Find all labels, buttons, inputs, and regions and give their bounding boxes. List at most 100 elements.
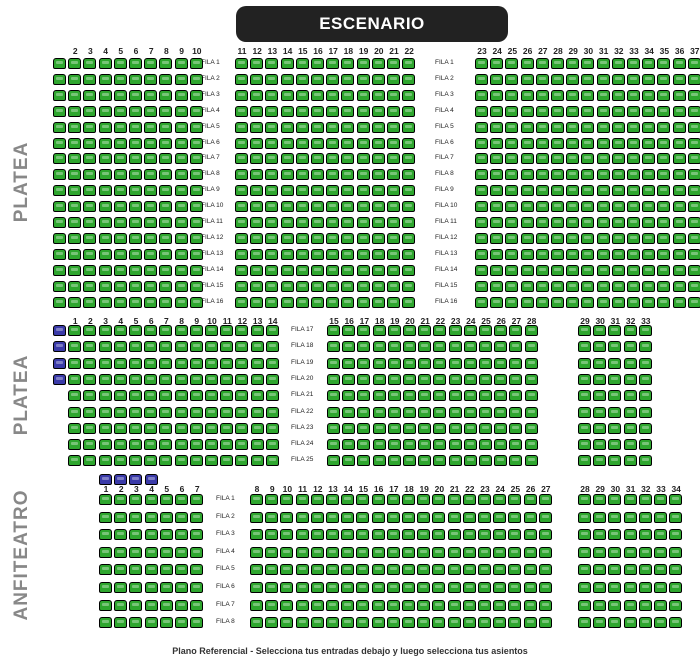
seat-available[interactable] bbox=[505, 280, 519, 292]
seat-available[interactable] bbox=[494, 390, 508, 402]
seat-available[interactable] bbox=[535, 185, 549, 197]
seat-available[interactable] bbox=[83, 73, 97, 85]
seat-available[interactable] bbox=[463, 325, 477, 336]
seat-available[interactable] bbox=[478, 599, 491, 611]
seat-available[interactable] bbox=[490, 153, 504, 165]
seat-available[interactable] bbox=[295, 280, 309, 292]
seat-available[interactable] bbox=[523, 511, 537, 523]
seat-available[interactable] bbox=[83, 390, 97, 402]
seat-available[interactable] bbox=[596, 201, 610, 213]
seat-available[interactable] bbox=[356, 529, 370, 541]
seat-available[interactable] bbox=[174, 121, 188, 133]
seat-available[interactable] bbox=[265, 137, 279, 149]
seat-available[interactable] bbox=[462, 617, 476, 629]
seat-available[interactable] bbox=[490, 73, 504, 85]
seat-available[interactable] bbox=[250, 599, 263, 611]
seat-available[interactable] bbox=[342, 357, 356, 369]
seat-available[interactable] bbox=[608, 599, 622, 611]
seat-available[interactable] bbox=[611, 105, 625, 117]
seat-available[interactable] bbox=[356, 121, 370, 133]
seat-available[interactable] bbox=[113, 422, 127, 434]
seat-available[interactable] bbox=[494, 373, 508, 385]
seat-available[interactable] bbox=[295, 201, 309, 213]
seat-available[interactable] bbox=[83, 121, 97, 133]
seat-available[interactable] bbox=[463, 439, 477, 451]
seat-available[interactable] bbox=[144, 564, 158, 576]
seat-available[interactable] bbox=[159, 564, 173, 576]
seat-available[interactable] bbox=[627, 280, 640, 292]
seat-available[interactable] bbox=[295, 582, 309, 593]
seat-available[interactable] bbox=[566, 248, 580, 260]
seat-available[interactable] bbox=[144, 185, 158, 197]
seat-available[interactable] bbox=[113, 217, 127, 228]
seat-available[interactable] bbox=[326, 546, 339, 558]
seat-available[interactable] bbox=[129, 280, 142, 292]
seat-available[interactable] bbox=[578, 511, 591, 523]
seat-available[interactable] bbox=[505, 121, 519, 133]
seat-available[interactable] bbox=[538, 546, 552, 558]
seat-available[interactable] bbox=[250, 582, 263, 593]
seat-available[interactable] bbox=[475, 137, 488, 149]
seat-available[interactable] bbox=[593, 390, 607, 402]
seat-available[interactable] bbox=[418, 390, 432, 402]
seat-available[interactable] bbox=[402, 599, 415, 611]
seat-available[interactable] bbox=[68, 217, 82, 228]
seat-available[interactable] bbox=[657, 58, 671, 69]
seat-available[interactable] bbox=[551, 296, 564, 308]
seat-available[interactable] bbox=[311, 121, 324, 133]
seat-available[interactable] bbox=[524, 390, 538, 402]
seat-available[interactable] bbox=[535, 280, 549, 292]
seat-available[interactable] bbox=[520, 137, 534, 149]
seat-available[interactable] bbox=[280, 529, 294, 541]
seat-available[interactable] bbox=[494, 357, 508, 369]
seat-available[interactable] bbox=[356, 617, 370, 629]
seat-available[interactable] bbox=[326, 280, 340, 292]
seat-available[interactable] bbox=[144, 58, 158, 69]
seat-available[interactable] bbox=[611, 248, 625, 260]
seat-available[interactable] bbox=[657, 185, 671, 197]
seat-available[interactable] bbox=[463, 341, 477, 353]
seat-available[interactable] bbox=[83, 357, 97, 369]
seat-available[interactable] bbox=[265, 529, 279, 541]
seat-selected[interactable] bbox=[53, 373, 66, 385]
seat-available[interactable] bbox=[371, 137, 385, 149]
seat-available[interactable] bbox=[417, 564, 431, 576]
seat-available[interactable] bbox=[356, 582, 370, 593]
seat-available[interactable] bbox=[326, 58, 340, 69]
seat-available[interactable] bbox=[669, 599, 683, 611]
seat-selected[interactable] bbox=[114, 474, 128, 485]
seat-available[interactable] bbox=[83, 341, 97, 353]
seat-available[interactable] bbox=[493, 617, 507, 629]
seat-available[interactable] bbox=[402, 105, 416, 117]
seat-available[interactable] bbox=[326, 511, 339, 523]
seat-available[interactable] bbox=[447, 617, 461, 629]
seat-available[interactable] bbox=[669, 494, 683, 505]
seat-available[interactable] bbox=[581, 264, 595, 276]
seat-available[interactable] bbox=[657, 232, 671, 244]
seat-available[interactable] bbox=[189, 248, 203, 260]
seat-available[interactable] bbox=[311, 296, 324, 308]
seat-available[interactable] bbox=[672, 169, 686, 181]
seat-available[interactable] bbox=[174, 185, 188, 197]
seat-available[interactable] bbox=[235, 296, 248, 308]
seat-available[interactable] bbox=[68, 248, 82, 260]
seat-available[interactable] bbox=[386, 511, 400, 523]
seat-available[interactable] bbox=[687, 137, 700, 149]
seat-available[interactable] bbox=[356, 564, 370, 576]
seat-available[interactable] bbox=[432, 617, 446, 629]
seat-available[interactable] bbox=[327, 439, 340, 451]
seat-available[interactable] bbox=[220, 373, 234, 385]
seat-available[interactable] bbox=[657, 105, 671, 117]
seat-available[interactable] bbox=[387, 185, 400, 197]
seat-available[interactable] bbox=[418, 406, 432, 418]
seat-available[interactable] bbox=[669, 617, 683, 629]
seat-available[interactable] bbox=[493, 511, 507, 523]
seat-available[interactable] bbox=[265, 232, 279, 244]
seat-available[interactable] bbox=[189, 153, 203, 165]
seat-available[interactable] bbox=[371, 599, 385, 611]
seat-available[interactable] bbox=[566, 73, 580, 85]
seat-available[interactable] bbox=[280, 58, 294, 69]
seat-available[interactable] bbox=[596, 248, 610, 260]
seat-available[interactable] bbox=[98, 89, 112, 101]
seat-available[interactable] bbox=[524, 455, 538, 467]
